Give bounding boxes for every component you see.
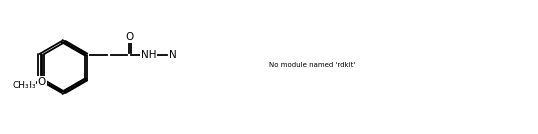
Text: CH₃: CH₃	[19, 81, 36, 90]
Text: CH₃: CH₃	[13, 81, 29, 90]
Text: NH: NH	[141, 49, 157, 59]
Text: O: O	[38, 77, 46, 87]
Text: N: N	[169, 49, 176, 59]
Text: O: O	[38, 77, 46, 87]
Text: No module named 'rdkit': No module named 'rdkit'	[269, 62, 355, 68]
Text: O: O	[125, 31, 134, 42]
